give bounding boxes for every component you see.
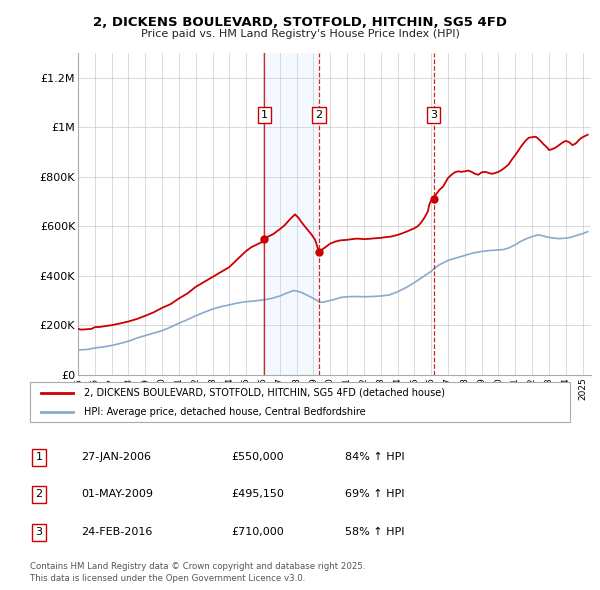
Text: 27-JAN-2006: 27-JAN-2006	[81, 453, 151, 462]
Text: 58% ↑ HPI: 58% ↑ HPI	[345, 527, 404, 537]
Bar	[264, 53, 319, 375]
Text: 84% ↑ HPI: 84% ↑ HPI	[345, 453, 404, 462]
Text: 24-FEB-2016: 24-FEB-2016	[81, 527, 152, 537]
Text: £710,000: £710,000	[231, 527, 284, 537]
Text: £550,000: £550,000	[231, 453, 284, 462]
Text: 2, DICKENS BOULEVARD, STOTFOLD, HITCHIN, SG5 4FD (detached house): 2, DICKENS BOULEVARD, STOTFOLD, HITCHIN,…	[84, 388, 445, 398]
Text: HPI: Average price, detached house, Central Bedfordshire: HPI: Average price, detached house, Cent…	[84, 407, 365, 417]
Text: 2, DICKENS BOULEVARD, STOTFOLD, HITCHIN, SG5 4FD: 2, DICKENS BOULEVARD, STOTFOLD, HITCHIN,…	[93, 16, 507, 29]
Text: Contains HM Land Registry data © Crown copyright and database right 2025.
This d: Contains HM Land Registry data © Crown c…	[30, 562, 365, 583]
Text: 1: 1	[35, 453, 43, 462]
Text: 1: 1	[260, 110, 268, 120]
Text: Price paid vs. HM Land Registry's House Price Index (HPI): Price paid vs. HM Land Registry's House …	[140, 29, 460, 38]
Text: 3: 3	[35, 527, 43, 537]
Text: 2: 2	[35, 490, 43, 499]
Text: 2: 2	[316, 110, 323, 120]
Text: 3: 3	[430, 110, 437, 120]
FancyBboxPatch shape	[30, 382, 570, 422]
Text: 01-MAY-2009: 01-MAY-2009	[81, 490, 153, 499]
Text: 69% ↑ HPI: 69% ↑ HPI	[345, 490, 404, 499]
Text: £495,150: £495,150	[231, 490, 284, 499]
